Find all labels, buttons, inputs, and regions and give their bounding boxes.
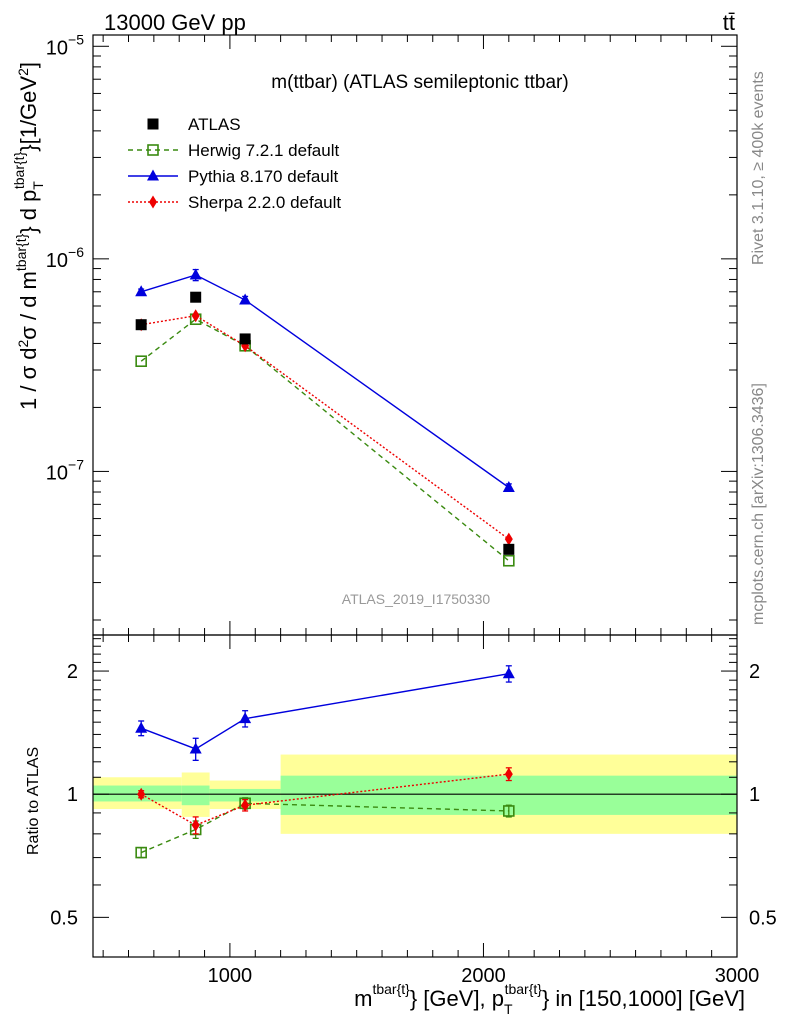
axis-ticks: 1000 2000 3000 10−7 10−6 10−5 0.5 0.5 1 1 2 2	[46, 31, 777, 987]
sherpa-ratio-point-3	[504, 767, 513, 781]
legend-marker-pythia	[147, 169, 159, 181]
sherpa-ratio-line	[140, 773, 509, 826]
legend-label-sherpa: Sherpa 2.2.0 default	[188, 193, 341, 212]
y-tick-label-ratio-left: 2	[67, 661, 78, 683]
y-tick-label-main: 10−5	[46, 31, 84, 59]
sherpa-ratio-point-2	[241, 798, 250, 812]
y-tick-label-ratio-left: 0.5	[50, 907, 78, 929]
legend: ATLAS Herwig 7.2.1 default Pythia 8.170 de…	[128, 115, 341, 212]
pythia-main-point-3	[502, 481, 515, 493]
pythia-main-point-0	[135, 285, 148, 297]
inner-band-1	[181, 785, 210, 806]
x-tick-label: 3000	[715, 965, 760, 987]
analysis-watermark: ATLAS_2019_I1750330	[342, 591, 491, 607]
sherpa-ratio-point-0	[137, 787, 146, 801]
herwig-ratio-line	[140, 802, 509, 854]
sherpa-main-point-1	[191, 309, 200, 323]
pythia-ratio-line	[140, 673, 509, 750]
herwig-main-point-0	[135, 355, 147, 367]
process-label: tt̄	[723, 10, 735, 35]
y-tick-label-ratio-right: 0.5	[749, 907, 777, 929]
herwig-main-point-3	[503, 554, 515, 567]
herwig-main-line	[140, 318, 510, 562]
sherpa-main-point-3	[504, 532, 513, 546]
energy-label: 13000 GeV pp	[104, 10, 246, 35]
x-axis-label: mtbar{t}} [GeV], pTtbar{t}} in [150,1000…	[354, 981, 745, 1017]
pythia-ratio-point-1	[189, 742, 202, 754]
rivet-version-label: Rivet 3.1.10, ≥ 400k events	[750, 71, 767, 265]
data-marks	[135, 118, 515, 859]
sherpa-ratio-point-1	[191, 818, 200, 832]
legend-label-pythia: Pythia 8.170 default	[188, 167, 339, 186]
y-tick-label-ratio-right: 2	[749, 661, 760, 683]
atlas-main-point-0	[135, 319, 147, 331]
pythia-main-line	[140, 274, 510, 489]
x-tick-label: 1000	[208, 965, 253, 987]
x-tick-label: 2000	[461, 965, 506, 987]
y-tick-label-ratio-left: 1	[67, 784, 78, 806]
ratio-plot-frame	[92, 634, 738, 958]
plot-title: m(ttbar) (ATLAS semileptonic ttbar)	[271, 72, 568, 93]
legend-marker-atlas	[147, 118, 159, 130]
herwig-ratio-point-0	[135, 846, 147, 859]
atlas-main-point-3	[503, 543, 515, 555]
mcplots-label: mcplots.cern.ch [arXiv:1306.3436]	[750, 383, 767, 625]
legend-label-herwig: Herwig 7.2.1 default	[188, 141, 339, 160]
pythia-main-point-1	[189, 268, 202, 280]
inner-band-2	[209, 788, 281, 802]
inner-band-0	[93, 785, 182, 802]
pythia-ratio-point-3	[502, 667, 515, 679]
pythia-main-point-2	[239, 293, 252, 305]
atlas-main-point-1	[190, 291, 202, 303]
pythia-ratio-point-2	[239, 712, 252, 724]
ratio-y-axis-label: Ratio to ATLAS	[25, 747, 42, 855]
herwig-ratio-point-3	[503, 805, 515, 817]
y-tick-label-main: 10−7	[46, 456, 84, 484]
sherpa-main-line	[141, 315, 510, 540]
legend-label-atlas: ATLAS	[188, 115, 241, 134]
y-axis-label: 1 / σ d2σ / d mtbar{t}} d pTtbar{t}}[1/G…	[11, 62, 46, 410]
pythia-ratio-point-0	[135, 721, 148, 733]
y-tick-label-ratio-right: 1	[749, 784, 760, 806]
y-tick-label-main: 10−6	[46, 244, 84, 272]
atlas-main-point-2	[239, 333, 251, 345]
